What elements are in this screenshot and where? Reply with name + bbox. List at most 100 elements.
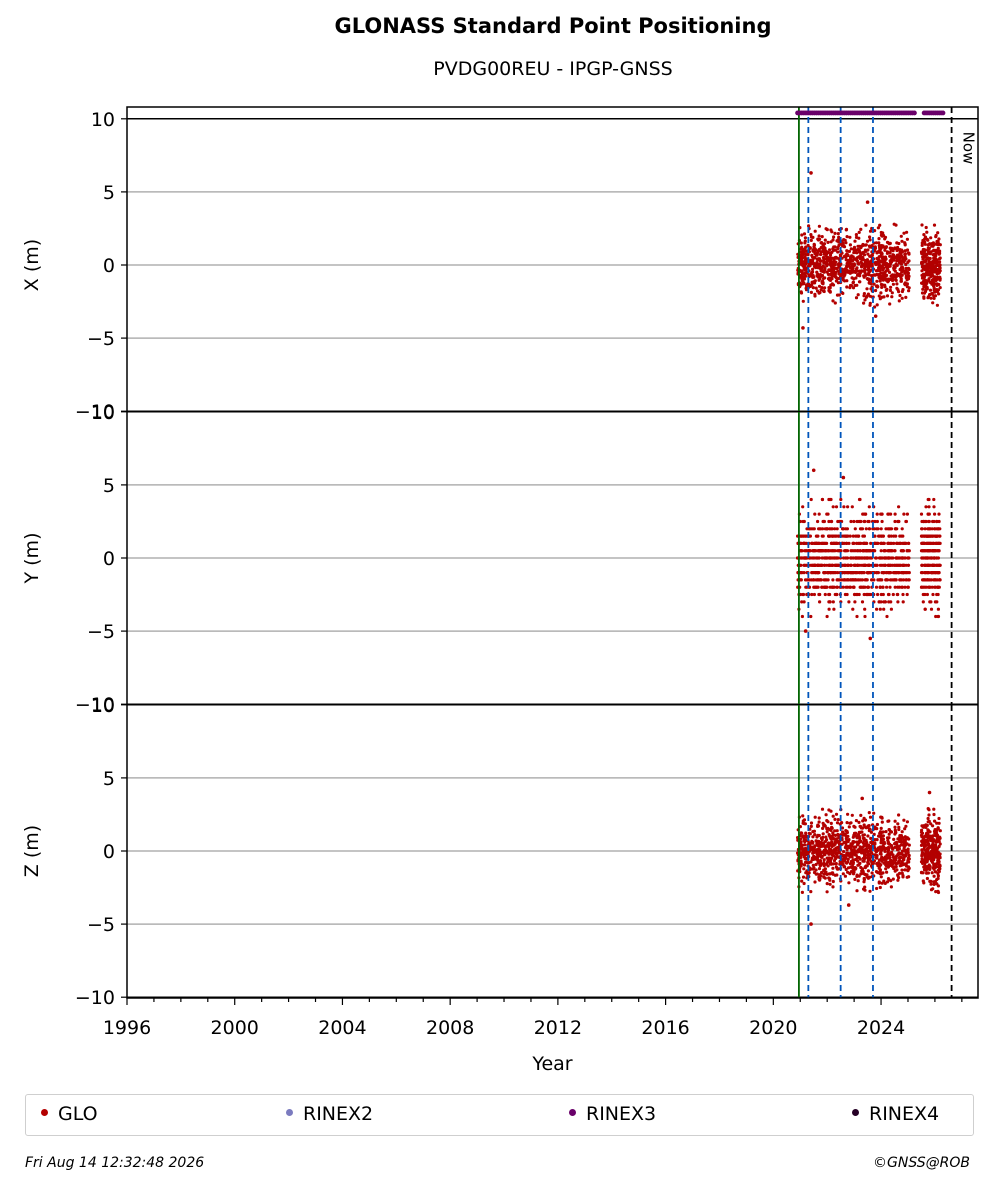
data-point: [928, 269, 932, 273]
data-point: [883, 237, 887, 241]
data-point: [864, 527, 868, 531]
data-point: [859, 227, 863, 231]
data-point: [875, 856, 879, 860]
data-point: [833, 527, 837, 531]
data-point: [813, 880, 817, 884]
data-point: [817, 527, 821, 531]
data-point: [852, 578, 856, 582]
y-tick-label: −5: [87, 914, 115, 936]
data-point: [822, 276, 826, 280]
data-point: [829, 809, 833, 813]
data-point: [878, 872, 882, 876]
data-point: [935, 828, 939, 833]
data-point: [862, 833, 867, 837]
data-point: [810, 270, 815, 274]
data-point: [881, 231, 885, 235]
data-point: [828, 878, 832, 882]
data-point: [867, 829, 871, 833]
data-point: [893, 585, 897, 589]
data-point: [868, 571, 872, 575]
data-point: [936, 288, 941, 292]
data-point: [863, 268, 867, 272]
data-point: [857, 571, 861, 575]
data-point: [888, 251, 892, 255]
data-point: [862, 263, 866, 268]
data-point: [814, 549, 818, 553]
data-point: [873, 534, 877, 538]
data-point: [849, 519, 853, 524]
data-point: [893, 563, 897, 567]
data-point: [800, 600, 804, 604]
data-point: [827, 833, 831, 837]
data-point: [876, 527, 880, 531]
data-point: [873, 825, 877, 829]
data-point: [864, 873, 869, 877]
data-point: [799, 846, 803, 850]
data-point: [863, 856, 867, 861]
data-point: [937, 838, 941, 842]
data-point: [863, 298, 867, 302]
data-point: [831, 836, 836, 841]
data-point: [878, 578, 883, 582]
x-tick-label: 2008: [426, 1017, 474, 1039]
data-point: [901, 534, 905, 538]
data-point: [922, 841, 927, 845]
data-point: [852, 852, 856, 856]
data-point: [903, 252, 908, 256]
data-point: [856, 293, 860, 297]
data-point: [922, 852, 926, 856]
data-point: [844, 255, 848, 259]
data-point: [813, 294, 817, 298]
data-point: [827, 600, 831, 604]
data-point: [831, 831, 835, 835]
data-point: [907, 274, 911, 278]
data-point: [897, 273, 901, 278]
data-point: [936, 890, 941, 895]
data-point: [799, 831, 803, 835]
data-point: [931, 253, 935, 257]
data-point: [817, 284, 822, 288]
data-point: [874, 241, 878, 245]
data-point: [836, 246, 840, 251]
data-point: [845, 830, 850, 835]
data-point: [810, 571, 814, 575]
data-point: [809, 922, 813, 926]
data-point: [832, 541, 836, 546]
data-point: [823, 266, 827, 270]
data-point: [878, 269, 882, 273]
data-point: [882, 607, 886, 611]
data-point: [887, 571, 891, 575]
data-point: [930, 585, 934, 589]
data-point: [877, 834, 881, 838]
data-point: [823, 876, 827, 880]
data-point: [921, 879, 925, 883]
data-point: [897, 839, 902, 844]
data-point: [904, 578, 908, 582]
data-point: [867, 270, 871, 274]
data-point: [936, 271, 941, 275]
data-point: [889, 527, 894, 531]
data-point: [853, 600, 857, 604]
data-point: [815, 571, 819, 575]
data-point: [811, 249, 815, 253]
data-point: [812, 264, 817, 268]
data-point: [835, 829, 839, 833]
data-point: [818, 878, 822, 882]
data-point: [878, 869, 882, 873]
data-point: [878, 534, 882, 538]
data-point: [897, 827, 901, 832]
plot-frame: [126, 106, 979, 999]
data-point: [817, 512, 821, 516]
data-point: [880, 234, 884, 238]
data-point: [867, 853, 872, 857]
data-point: [860, 826, 865, 830]
data-point: [844, 534, 849, 538]
data-point: [811, 840, 815, 844]
data-point: [895, 592, 899, 597]
data-point: [804, 871, 808, 875]
data-point: [938, 263, 942, 267]
data-point: [933, 512, 937, 516]
data-point: [901, 849, 905, 853]
data-point: [883, 847, 887, 851]
data-point: [844, 241, 848, 245]
